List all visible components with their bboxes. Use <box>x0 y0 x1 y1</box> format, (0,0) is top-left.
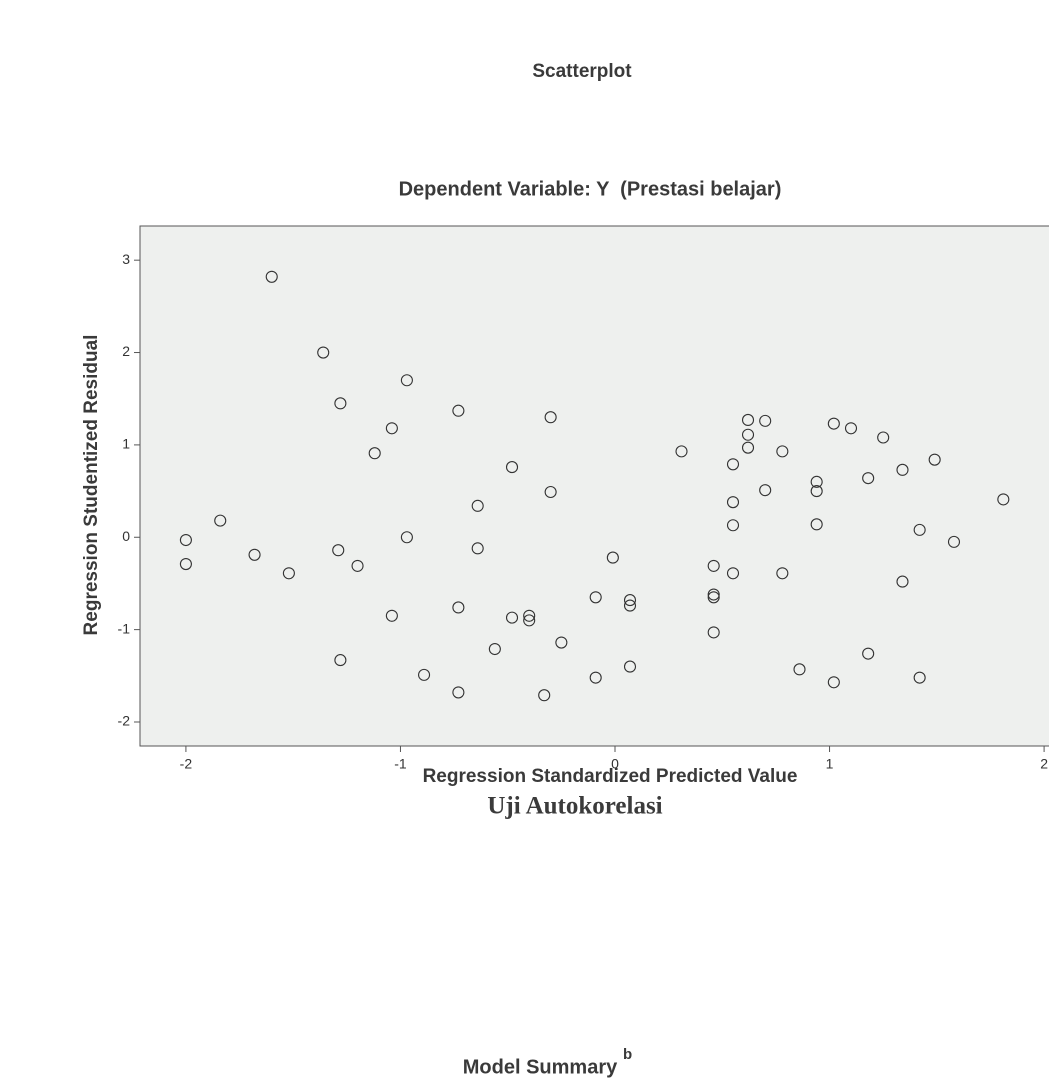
scatter-point <box>726 567 740 580</box>
scatter-point <box>862 647 875 660</box>
scatter-point <box>418 668 431 681</box>
scatter-point <box>544 411 557 424</box>
scatter-point <box>913 671 926 684</box>
scatter-point <box>623 660 637 673</box>
x-tick-label: -1 <box>394 756 407 772</box>
scatter-point <box>555 636 568 649</box>
scatter-point <box>896 575 909 588</box>
scatter-point <box>741 441 755 454</box>
chart-subtitle: Dependent Variable: Y (Prestasi belajar) <box>399 178 782 200</box>
y-tick-label: 0 <box>122 528 130 544</box>
plot-area <box>139 225 1049 747</box>
scatter-point <box>776 445 789 458</box>
scatter-point <box>877 431 890 444</box>
scatter-point <box>707 626 720 639</box>
x-tick-label: -2 <box>180 756 193 772</box>
scatter-point <box>623 599 637 612</box>
scatter-point <box>726 519 740 532</box>
x-tick-label: 0 <box>611 756 619 772</box>
scatter-point <box>385 609 398 622</box>
scatter-point <box>248 548 261 561</box>
scatter-point <box>400 531 413 544</box>
y-tick-label: -1 <box>118 620 131 636</box>
scatter-point <box>400 374 413 387</box>
scatter-point <box>947 535 961 548</box>
table-title: Model Summary <box>463 1056 618 1078</box>
scatter-point <box>928 453 941 466</box>
scatter-point <box>913 523 926 536</box>
scatter-point <box>282 567 295 580</box>
scatter-point <box>675 445 688 458</box>
scatter-point <box>606 551 619 564</box>
scatter-point <box>544 485 557 499</box>
scatter-point <box>334 654 347 667</box>
scatter-point <box>179 533 192 547</box>
scatter-point <box>452 404 465 417</box>
scatter-point <box>707 559 720 572</box>
scatter-point <box>707 588 720 601</box>
y-tick-label: -2 <box>118 713 131 729</box>
scatter-point <box>332 544 345 557</box>
scatter-point <box>488 642 501 656</box>
scatter-point <box>452 601 465 614</box>
scatter-point <box>368 447 381 460</box>
scatter-point <box>741 413 755 427</box>
scatter-point <box>334 397 347 410</box>
scatter-point <box>589 591 602 604</box>
scatter-point <box>214 514 227 527</box>
scatter-point <box>810 475 823 488</box>
x-axis-label: Regression Standardized Predicted Value <box>423 766 798 787</box>
scatter-point <box>997 493 1010 506</box>
scatter-point <box>538 689 551 702</box>
scatter-point <box>505 611 519 624</box>
scatter-point <box>896 463 909 476</box>
scatter-point <box>471 499 484 512</box>
table-title-note: b <box>623 1046 632 1063</box>
scatter-point <box>523 609 536 622</box>
scatter-point <box>505 461 519 474</box>
x-tick-label: 2 <box>1040 756 1048 772</box>
y-tick-label: 3 <box>122 251 130 267</box>
scatter-point <box>741 428 755 441</box>
scatter-point <box>317 346 330 359</box>
scatter-point <box>452 686 465 699</box>
scatter-point <box>726 458 740 471</box>
scatter-point <box>759 484 772 497</box>
scatter-point <box>623 594 637 607</box>
scatter-point <box>793 663 806 676</box>
scatter-point <box>589 671 602 684</box>
scatter-point <box>351 559 364 572</box>
y-tick-label: 1 <box>122 436 130 452</box>
scatter-point <box>810 518 823 531</box>
scatter-point <box>776 567 789 580</box>
x-tick-label: 1 <box>826 756 834 772</box>
scatter-point <box>523 614 536 627</box>
scatter-point <box>810 485 823 498</box>
scatter-point <box>844 422 858 435</box>
scatter-point <box>726 496 740 509</box>
scatter-point <box>265 270 278 283</box>
y-tick-label: 2 <box>122 343 130 359</box>
chart-title: Scatterplot <box>532 61 632 82</box>
scatter-point <box>471 542 484 555</box>
scatter-point <box>179 557 192 571</box>
scatter-point <box>759 414 772 427</box>
scatter-point <box>707 591 720 604</box>
scatter-point <box>862 472 875 485</box>
scatter-point <box>385 422 398 435</box>
y-axis-label: Regression Studentized Residual <box>81 335 102 636</box>
section-heading: Uji Autokorelasi <box>487 793 662 820</box>
scatter-point <box>827 417 840 430</box>
scatter-point <box>827 676 840 689</box>
